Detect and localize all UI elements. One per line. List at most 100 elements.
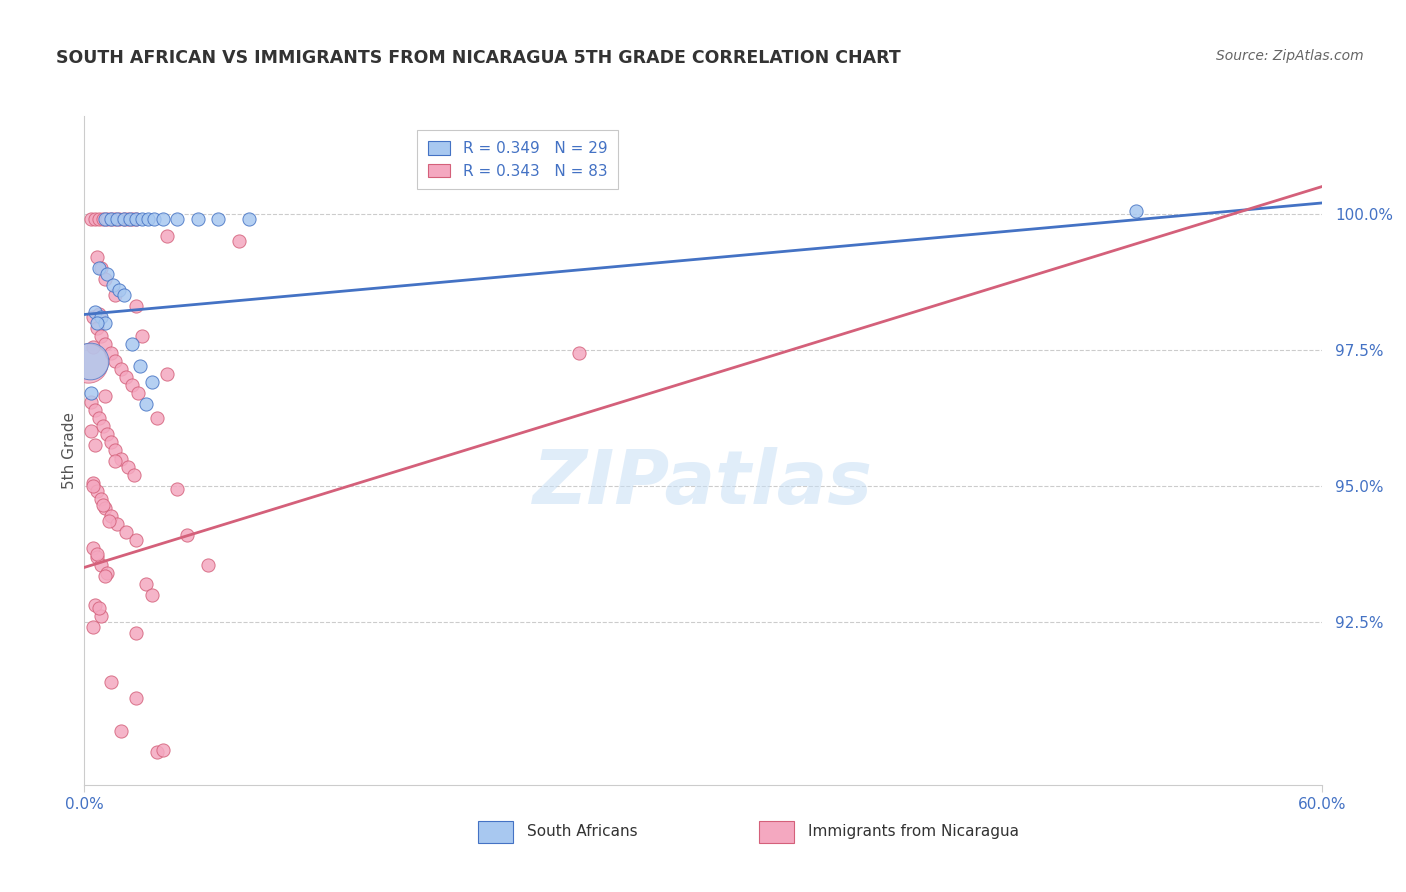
Point <box>90 310 112 325</box>
Point <box>105 516 128 531</box>
Point <box>79 212 101 227</box>
Point <box>152 212 174 227</box>
Point <box>121 212 143 227</box>
Point <box>94 389 117 403</box>
Point <box>82 340 104 354</box>
Point <box>86 321 108 335</box>
Point <box>1125 204 1147 219</box>
Point <box>121 337 143 351</box>
Point <box>83 402 105 417</box>
Point <box>79 386 101 401</box>
Point <box>145 745 167 759</box>
Point <box>94 568 117 582</box>
Point <box>568 345 591 359</box>
Point <box>141 588 163 602</box>
Point <box>112 212 135 227</box>
Point <box>100 345 122 359</box>
Point <box>125 299 148 313</box>
Point <box>143 212 166 227</box>
Point <box>94 500 117 515</box>
Legend: R = 0.349   N = 29, R = 0.343   N = 83: R = 0.349 N = 29, R = 0.343 N = 83 <box>416 130 619 189</box>
Point <box>86 549 108 564</box>
Point <box>82 310 104 325</box>
Point <box>125 212 148 227</box>
Point <box>100 212 122 227</box>
Point <box>117 212 139 227</box>
Point <box>77 356 100 370</box>
Point <box>83 599 105 613</box>
Point <box>79 353 101 368</box>
Point <box>135 576 157 591</box>
Point <box>114 524 136 539</box>
Point <box>131 212 153 227</box>
Text: ZIPatlas: ZIPatlas <box>533 448 873 520</box>
Point <box>100 212 122 227</box>
Point <box>118 212 141 227</box>
Point <box>87 308 110 322</box>
Point <box>108 283 131 297</box>
Point <box>110 723 132 738</box>
Point <box>108 212 131 227</box>
Point <box>96 212 118 227</box>
Point <box>94 272 117 286</box>
Point <box>145 410 167 425</box>
Point <box>83 438 105 452</box>
Text: SOUTH AFRICAN VS IMMIGRANTS FROM NICARAGUA 5TH GRADE CORRELATION CHART: SOUTH AFRICAN VS IMMIGRANTS FROM NICARAG… <box>56 49 901 67</box>
Point <box>86 547 108 561</box>
Point <box>125 690 148 705</box>
Point <box>86 316 108 330</box>
Point <box>87 212 110 227</box>
Point <box>86 251 108 265</box>
Point <box>94 316 117 330</box>
Point <box>94 212 117 227</box>
Point <box>110 362 132 376</box>
Point <box>82 620 104 634</box>
Point <box>82 479 104 493</box>
Point <box>100 435 122 450</box>
Point <box>129 359 152 373</box>
Point <box>104 288 127 302</box>
Point <box>91 498 114 512</box>
Point <box>238 212 260 227</box>
Point <box>100 674 122 689</box>
Point <box>79 394 101 409</box>
Point <box>117 459 139 474</box>
Point <box>112 212 135 227</box>
Y-axis label: 5th Grade: 5th Grade <box>62 412 77 489</box>
Point <box>91 419 114 434</box>
Point <box>96 267 118 281</box>
Point <box>187 212 209 227</box>
Point <box>100 508 122 523</box>
Point <box>91 212 114 227</box>
Point <box>103 277 125 292</box>
Point <box>83 305 105 319</box>
Point <box>125 625 148 640</box>
Point <box>176 528 198 542</box>
Point <box>121 378 143 392</box>
Point <box>90 609 112 624</box>
Point <box>104 353 127 368</box>
Point <box>96 566 118 580</box>
Point <box>87 261 110 276</box>
Point <box>156 228 179 243</box>
Point <box>125 533 148 548</box>
Point <box>207 212 229 227</box>
Point <box>94 337 117 351</box>
Point <box>90 261 112 276</box>
Point <box>110 451 132 466</box>
Point <box>127 386 149 401</box>
Point <box>131 329 153 343</box>
Point <box>96 427 118 442</box>
Point <box>90 492 112 507</box>
Point <box>87 601 110 615</box>
Point <box>82 476 104 491</box>
Point <box>141 376 163 390</box>
Point <box>112 288 135 302</box>
Point <box>79 425 101 439</box>
Point <box>114 370 136 384</box>
Point <box>104 212 127 227</box>
Point <box>90 329 112 343</box>
Point <box>87 410 110 425</box>
Point <box>105 212 128 227</box>
Point <box>104 454 127 468</box>
